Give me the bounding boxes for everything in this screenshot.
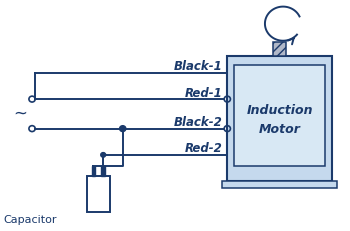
- Circle shape: [101, 152, 106, 157]
- Text: Capacitor: Capacitor: [4, 216, 57, 225]
- Text: Black-2: Black-2: [173, 116, 222, 129]
- Bar: [92, 166, 95, 176]
- Bar: [234, 65, 325, 166]
- Text: Motor: Motor: [259, 123, 301, 136]
- Bar: [102, 166, 105, 176]
- Text: Red-2: Red-2: [184, 143, 222, 155]
- Bar: [227, 56, 332, 181]
- Text: Black-1: Black-1: [173, 61, 222, 73]
- Text: Red-1: Red-1: [184, 87, 222, 100]
- Text: Induction: Induction: [246, 104, 313, 117]
- Circle shape: [120, 126, 126, 132]
- Text: ~: ~: [13, 105, 27, 123]
- Bar: [273, 42, 286, 56]
- Bar: [222, 181, 337, 188]
- Bar: [87, 176, 110, 212]
